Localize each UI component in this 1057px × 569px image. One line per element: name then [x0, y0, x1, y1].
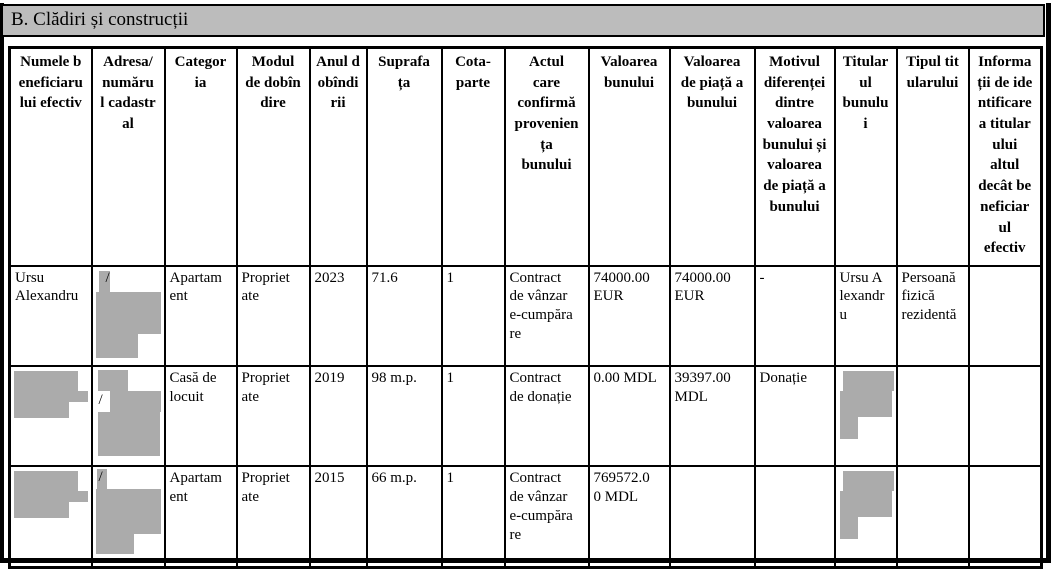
table-cell — [967, 465, 1043, 569]
slash-text: / — [98, 469, 103, 486]
slash-text: / — [105, 269, 110, 286]
redaction-block — [14, 471, 78, 492]
table-row: Ursu Alexandru / Apartam ent Propriet at… — [8, 264, 1043, 367]
table-cell: Contract de vânzar e-cumpăra re — [503, 264, 590, 367]
table-cell: Ursu Alexandru — [8, 264, 93, 367]
column-header-acquisition-mode: Modul de dobîn dire — [235, 46, 311, 267]
table-cell: 74000.00 EUR — [668, 264, 756, 367]
redaction-block — [839, 390, 892, 417]
table-cell-redacted: / — [90, 264, 166, 367]
table-cell: Persoană fizică rezidentă — [895, 264, 970, 367]
table-cell: 769572.0 0 MDL — [587, 465, 671, 569]
column-header-difference-reason: Motivul diferenței dintre valoarea bunul… — [753, 46, 836, 267]
redaction-block — [14, 502, 69, 519]
table-cell: 1 — [440, 364, 506, 468]
column-header-holder-type: Tipul tit ularului — [895, 46, 970, 267]
redaction-block — [95, 489, 161, 535]
table-cell: - — [753, 264, 836, 367]
redaction-block — [95, 534, 134, 555]
slash-text: / — [98, 391, 103, 408]
column-header-asset-value: Valoarea bunului — [587, 46, 671, 267]
table-cell-redacted — [833, 465, 898, 569]
column-header-address-cadastral: Adresa/ număru l cadastr al — [90, 46, 166, 267]
table-cell — [668, 465, 756, 569]
table-cell: 74000.00 EUR — [587, 264, 671, 367]
table-cell — [895, 465, 970, 569]
redaction-block — [95, 333, 138, 358]
table-cell-redacted — [8, 465, 93, 569]
table-cell: Propriet ate — [235, 465, 311, 569]
table-cell: Contract de donație — [503, 364, 590, 468]
column-header-market-value: Valoarea de piață a bunului — [668, 46, 756, 267]
table-cell: Apartam ent — [163, 465, 238, 569]
redaction-block — [14, 401, 69, 418]
column-header-holder-id-info: Informa ții de ide ntificare a titular u… — [967, 46, 1043, 267]
redaction-block — [839, 517, 858, 540]
table-cell: Casă de locuit — [163, 364, 238, 468]
table-row: / Casă de locuit Propriet ate 2019 98 m.… — [8, 364, 1043, 468]
header-row: Numele b eneficiaru lui efectiv Adresa/ … — [8, 46, 1043, 267]
section-title-bar: B. Clădiri și construcții — [1, 4, 1045, 37]
table-cell: Donație — [753, 364, 836, 468]
table-cell: 39397.00 MDL — [668, 364, 756, 468]
column-header-category: Categor ia — [163, 46, 238, 267]
table-cell-redacted — [8, 364, 93, 468]
column-header-origin-act: Actul care confirmă provenien ța bunului — [503, 46, 590, 267]
redaction-block — [109, 390, 161, 412]
table-cell: 66 m.p. — [365, 465, 443, 569]
table-cell: 1 — [440, 465, 506, 569]
table-cell: 71.6 — [365, 264, 443, 367]
redaction-block — [842, 471, 894, 492]
page-border-right — [1046, 3, 1051, 563]
table-cell-redacted — [833, 364, 898, 468]
redaction-block — [96, 469, 107, 490]
redaction-block — [98, 270, 110, 292]
redaction-block — [14, 390, 88, 402]
table-cell — [895, 364, 970, 468]
redaction-block — [14, 491, 88, 503]
redaction-block — [97, 411, 160, 456]
table-cell — [753, 465, 836, 569]
buildings-table: Numele b eneficiaru lui efectiv Adresa/ … — [8, 46, 1043, 569]
table-cell: 2015 — [308, 465, 368, 569]
table-cell: 98 m.p. — [365, 364, 443, 468]
table-cell: Ursu A lexandr u — [833, 264, 898, 367]
table-cell-redacted: / — [90, 465, 166, 569]
table-cell: 2023 — [308, 264, 368, 367]
table-cell: Propriet ate — [235, 264, 311, 367]
column-header-surface: Suprafa ța — [365, 46, 443, 267]
column-header-acquisition-year: Anul d obîndi rii — [308, 46, 368, 267]
section-title: B. Clădiri și construcții — [11, 9, 189, 30]
page-border-left — [0, 3, 4, 563]
table-row: / Apartam ent Propriet ate 2015 66 m.p. … — [8, 465, 1043, 569]
table-cell: 1 — [440, 264, 506, 367]
table-cell: Propriet ate — [235, 364, 311, 468]
redaction-block — [97, 369, 128, 391]
redaction-block — [839, 491, 892, 518]
redaction-block — [842, 370, 894, 391]
redaction-block — [95, 291, 161, 334]
table-cell-redacted: / — [90, 364, 166, 468]
redaction-block — [14, 370, 78, 391]
table-cell — [967, 364, 1043, 468]
table-cell: 2019 — [308, 364, 368, 468]
column-header-share: Cota- parte — [440, 46, 506, 267]
table-cell: 0.00 MDL — [587, 364, 671, 468]
column-header-beneficiary-name: Numele b eneficiaru lui efectiv — [8, 46, 93, 267]
redaction-block — [839, 416, 858, 439]
column-header-asset-holder: Titular ul bunulu i — [833, 46, 898, 267]
table-cell — [967, 264, 1043, 367]
table-cell: Apartam ent — [163, 264, 238, 367]
table-cell: Contract de vânzar e-cumpăra re — [503, 465, 590, 569]
